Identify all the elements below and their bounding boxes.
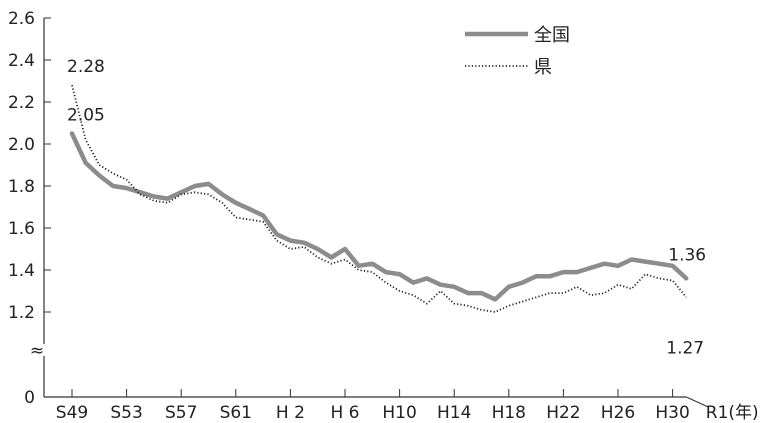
x-axis-end-leader — [686, 396, 709, 408]
y-tick-label: 1.8 — [8, 177, 35, 197]
legend-label: 全国 — [534, 25, 570, 46]
y-tick-label: 2.6 — [8, 9, 35, 29]
series-line-prefecture — [71, 84, 687, 313]
x-tick-label: R1(年) — [706, 403, 759, 423]
data-labels: 2.28 2.05 1.36 1.27 — [67, 57, 706, 358]
x-tick-label: H14 — [437, 403, 471, 423]
legend: 全国県 — [465, 25, 570, 78]
x-tick-label: H 2 — [276, 403, 305, 423]
y-tick-label: 1.2 — [8, 303, 35, 323]
x-axis-ticks: S49 S53 S57 S61 H 2 H 6 H10 H14 H18 H22 H26 H30 R1(年… — [56, 389, 759, 423]
y-tick-label: 1.6 — [8, 219, 35, 239]
x-tick-label: H18 — [492, 403, 526, 423]
legend-label: 県 — [534, 57, 552, 78]
data-label: 2.28 — [67, 57, 105, 77]
y-tick-label: 2.0 — [8, 135, 35, 155]
y-tick-label: 2.4 — [8, 51, 35, 71]
x-tick-label: H 6 — [330, 403, 359, 423]
series-layer — [69, 84, 689, 313]
y-tick-label: 1.4 — [8, 261, 35, 281]
x-tick-label: S49 — [56, 403, 88, 423]
x-tick-label: H30 — [655, 403, 689, 423]
x-tick-label: H22 — [546, 403, 580, 423]
series-line-national — [69, 131, 689, 302]
x-tick-label: H10 — [382, 403, 416, 423]
axes: ≈ — [30, 18, 709, 408]
y-tick-label: 2.2 — [8, 93, 35, 113]
data-label: 1.27 — [666, 338, 704, 358]
x-tick-label: S57 — [165, 403, 197, 423]
data-label: 2.05 — [67, 106, 105, 126]
y-axis-ticks: 0 1.2 1.4 1.6 1.8 2.0 2.2 2.4 2.6 — [8, 9, 51, 408]
x-tick-label: H26 — [601, 403, 635, 423]
x-tick-label: S61 — [220, 403, 252, 423]
y-axis-break-symbol: ≈ — [30, 341, 44, 361]
y-tick-label: 0 — [24, 388, 35, 408]
data-label: 1.36 — [668, 245, 706, 265]
x-tick-label: S53 — [110, 403, 142, 423]
